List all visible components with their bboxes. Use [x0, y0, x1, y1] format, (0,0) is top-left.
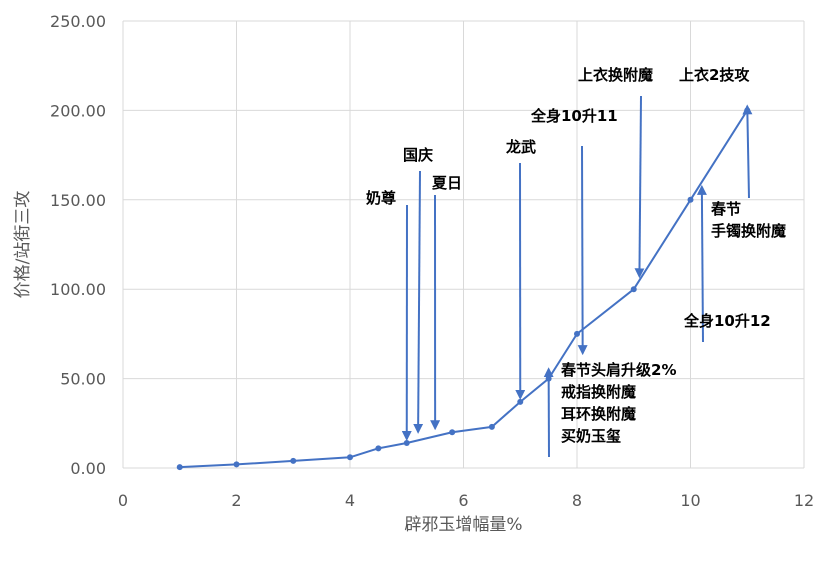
annotation-label: 全身10升11 [530, 107, 618, 125]
data-point [688, 197, 694, 203]
annotation-label: 春节 [711, 200, 741, 218]
data-point [375, 445, 381, 451]
x-tick-label: 2 [231, 491, 241, 510]
data-point [574, 331, 580, 337]
x-tick-label: 4 [345, 491, 355, 510]
x-tick-label: 10 [680, 491, 700, 510]
data-point [449, 429, 455, 435]
y-tick-label: 250.00 [50, 12, 106, 31]
annotation-arrow [747, 106, 749, 198]
annotation-label: 龙武 [505, 138, 536, 156]
y-tick-label: 150.00 [50, 191, 106, 210]
annotation-label: 戒指换附魔 [561, 383, 636, 401]
data-point [489, 424, 495, 430]
data-point [404, 440, 410, 446]
data-point [234, 461, 240, 467]
annotation-arrow [639, 96, 641, 276]
data-point [290, 458, 296, 464]
x-tick-label: 12 [794, 491, 814, 510]
annotation-label: 耳环换附魔 [561, 405, 636, 423]
data-point [631, 286, 637, 292]
y-tick-label: 50.00 [60, 370, 106, 389]
data-point [517, 399, 523, 405]
annotation-label: 春节头肩升级2% [561, 361, 676, 379]
y-axis-title: 价格/站街三攻 [13, 191, 33, 299]
annotation-label: 买奶玉玺 [561, 427, 621, 445]
y-tick-label: 200.00 [50, 101, 106, 120]
annotation-label: 上衣2技攻 [679, 66, 750, 84]
x-tick-label: 0 [118, 491, 128, 510]
y-tick-label: 0.00 [70, 459, 106, 478]
y-tick-label: 100.00 [50, 280, 106, 299]
annotation-label: 奶尊 [366, 189, 396, 207]
x-tick-label: 6 [458, 491, 468, 510]
annotation-label: 上衣换附魔 [578, 66, 653, 84]
x-axis-title: 辟邪玉增幅量% [404, 515, 522, 535]
annotation-label: 手镯换附魔 [711, 222, 786, 240]
tick-labels: 0 2 4 6 8 10 12 0.00 50.00 100.00 150.00 200.00 250.… [50, 12, 814, 510]
data-point [347, 454, 353, 460]
x-tick-label: 8 [572, 491, 582, 510]
annotation-arrow [582, 146, 583, 353]
annotation-label: 国庆 [403, 146, 433, 164]
annotation-arrow [418, 171, 420, 432]
data-point [177, 464, 183, 470]
annotation-label: 全身10升12 [683, 312, 771, 330]
annotation-label: 夏日 [431, 174, 462, 192]
